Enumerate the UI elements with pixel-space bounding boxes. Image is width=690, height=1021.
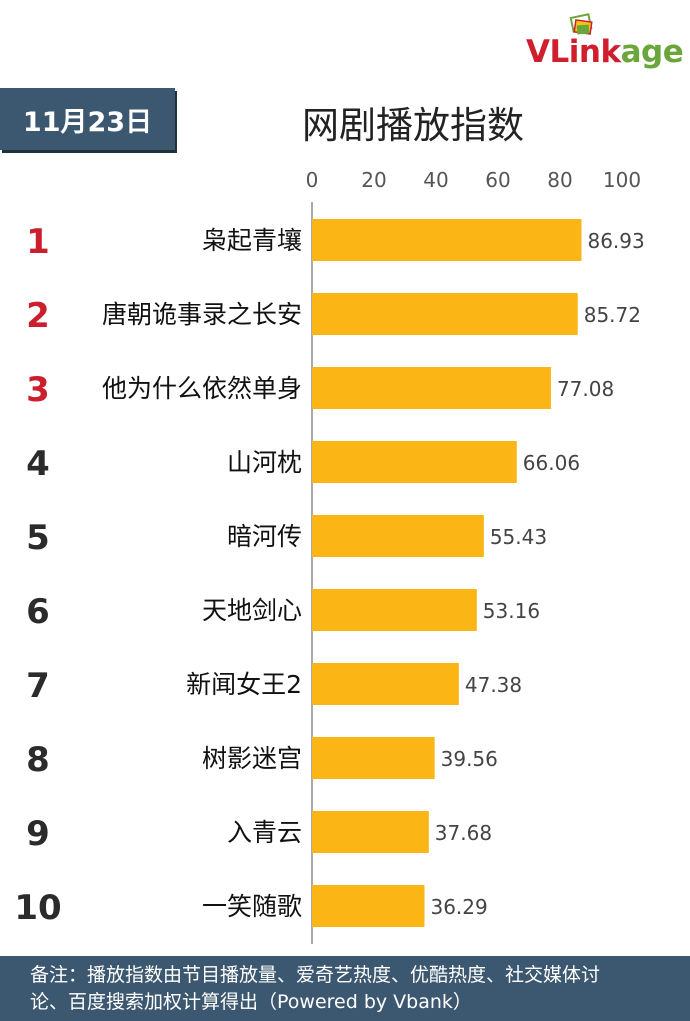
data-label: 77.08	[557, 377, 614, 401]
category-label: 入青云	[227, 818, 302, 847]
date-badge: 11月23日	[0, 88, 175, 150]
rank-number: 3	[26, 370, 50, 410]
bar	[312, 885, 425, 927]
bar	[312, 663, 459, 705]
bar-chart: 0 20 40 60 80 100 1 枭起青壤 86.93 2 唐朝诡事录之长安 85.72 3 他为什…	[14, 168, 645, 944]
data-label: 47.38	[465, 673, 522, 697]
rank-number: 5	[26, 518, 50, 558]
rank-number: 2	[26, 296, 50, 336]
data-label: 36.29	[430, 895, 487, 919]
bar	[312, 293, 578, 335]
bar	[312, 589, 477, 631]
bar	[312, 219, 582, 261]
data-label: 55.43	[490, 525, 547, 549]
x-tick-label: 100	[603, 168, 641, 192]
rank-number: 4	[26, 444, 50, 484]
category-label: 他为什么依然单身	[102, 374, 302, 403]
x-tick-label: 60	[485, 168, 510, 192]
data-label: 86.93	[587, 229, 644, 253]
x-tick-label: 20	[361, 168, 386, 192]
x-tick-label: 40	[423, 168, 448, 192]
rank-number: 8	[26, 740, 50, 780]
bar	[312, 367, 551, 409]
bar	[312, 515, 484, 557]
vlinkage-logo: VLinkage	[526, 12, 686, 76]
data-label: 66.06	[523, 451, 580, 475]
footer-note-line-2: 论、百度搜索加权计算得出（Powered by Vbank）	[30, 991, 472, 1013]
data-label: 39.56	[441, 747, 498, 771]
rank-number: 6	[26, 592, 50, 632]
category-label: 山河枕	[227, 448, 302, 477]
footer-note: 备注：播放指数由节目播放量、爱奇艺热度、优酷热度、社交媒体讨 论、百度搜索加权计…	[0, 956, 690, 1021]
category-label: 新闻女王2	[186, 670, 302, 699]
footer-note-line-1: 备注：播放指数由节目播放量、爱奇艺热度、优酷热度、社交媒体讨	[30, 964, 601, 986]
x-tick-label: 80	[547, 168, 572, 192]
category-label: 天地剑心	[202, 596, 302, 625]
category-label: 暗河传	[227, 522, 302, 551]
bar	[312, 441, 517, 483]
rank-number: 7	[26, 666, 50, 706]
rank-number: 1	[26, 222, 50, 262]
logo-screens-icon	[569, 13, 593, 35]
category-label: 树影迷宫	[202, 744, 302, 773]
logo-wordmark: VLinkage	[526, 34, 684, 70]
bar	[312, 811, 429, 853]
data-label: 85.72	[584, 303, 641, 327]
rank-number: 9	[26, 814, 50, 854]
data-label: 53.16	[483, 599, 540, 623]
data-label: 37.68	[435, 821, 492, 845]
bar	[312, 737, 435, 779]
x-tick-label: 0	[306, 168, 319, 192]
category-label: 枭起青壤	[202, 226, 302, 255]
rank-number: 10	[14, 888, 61, 928]
chart-title: 网剧播放指数	[302, 104, 524, 147]
category-label: 唐朝诡事录之长安	[102, 300, 302, 329]
category-label: 一笑随歌	[202, 892, 302, 921]
